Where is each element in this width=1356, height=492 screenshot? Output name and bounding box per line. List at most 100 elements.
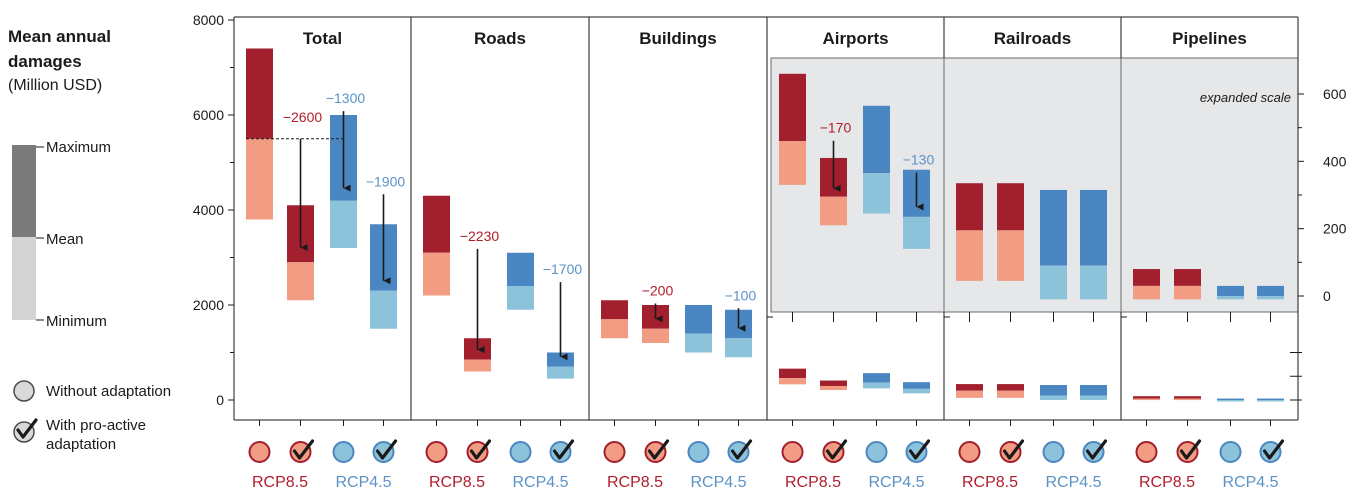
icon-circle (999, 441, 1022, 463)
check-circle-icon (905, 439, 931, 463)
open-circle-icon (13, 380, 35, 402)
bar-lower-segment-main-scale (1133, 398, 1160, 401)
icon-circle (1176, 441, 1199, 463)
bar-lower-segment-main-scale (820, 385, 847, 391)
bar-upper-segment (507, 252, 534, 286)
icon-circle (1259, 441, 1282, 463)
reduction-label: −1700 (543, 261, 583, 277)
bar-lower-segment-main-scale (1040, 395, 1067, 400)
bar-lower-segment (779, 141, 806, 185)
bar-lower-segment (1257, 296, 1284, 300)
scenario-label-rcp85: RCP8.5 (429, 474, 485, 491)
bar-upper-segment-main-scale (1174, 396, 1201, 399)
bar-lower-segment (1080, 265, 1107, 300)
panel-title: Airports (822, 29, 888, 48)
bar-upper-segment-main-scale (1080, 385, 1107, 396)
bar-lower-segment (903, 216, 930, 249)
icon-check (375, 439, 398, 460)
icon-check (469, 439, 492, 460)
bar-upper-segment-main-scale (820, 380, 847, 386)
reduction-label: −2600 (283, 109, 323, 125)
legend-with-label-line1: With pro-active (46, 417, 146, 434)
bar-lower-segment (997, 230, 1024, 281)
legend-mean-label: Mean (46, 231, 84, 248)
legend-title-line1: Mean annual (8, 27, 111, 46)
bar-upper-segment-main-scale (956, 384, 983, 391)
icon-circle (332, 441, 355, 463)
icon-circle (425, 441, 448, 463)
bar-lower-segment (956, 230, 983, 281)
open-circle-icon (509, 441, 532, 463)
icon-circle (905, 441, 928, 463)
icon-check (1179, 439, 1202, 460)
bar-upper-segment-main-scale (1040, 385, 1067, 396)
bar-lower-segment-main-scale (956, 390, 983, 398)
scenario-label-rcp45: RCP4.5 (512, 474, 568, 491)
scenario-label-rcp45: RCP4.5 (690, 474, 746, 491)
check-circle-icon (13, 418, 38, 443)
icon-check (292, 439, 315, 460)
bar-upper-segment (1217, 285, 1244, 296)
y-tick-label: 4000 (193, 202, 224, 218)
reduction-label: −130 (903, 152, 935, 168)
check-circle-icon (1082, 439, 1108, 463)
icon-check (908, 439, 931, 460)
bar-upper-segment (601, 300, 628, 320)
bar-lower-segment (1174, 285, 1201, 300)
bar-upper-segment-main-scale (903, 382, 930, 389)
bar-lower-segment-main-scale (779, 378, 806, 385)
icon-check (1262, 439, 1285, 460)
check-circle-icon (999, 439, 1025, 463)
bar-lower-segment (370, 290, 397, 329)
bar-upper-segment (1257, 285, 1284, 296)
panel-title: Total (303, 29, 342, 48)
open-circle-icon (603, 441, 626, 463)
y-tick-label: 2000 (193, 297, 224, 313)
icon-check (825, 439, 848, 460)
scenario-label-rcp85: RCP8.5 (1139, 474, 1195, 491)
icon-circle (549, 441, 572, 463)
bar-upper-segment-main-scale (779, 368, 806, 379)
bar-upper-segment-main-scale (1257, 398, 1284, 401)
bar-lower-segment (1217, 296, 1244, 300)
icon-circle (727, 441, 750, 463)
open-circle-icon (425, 441, 448, 463)
check-circle-icon (644, 439, 670, 463)
expanded-scale-label: expanded scale (1200, 90, 1291, 105)
open-circle-icon (332, 441, 355, 463)
bar-upper-segment (1040, 189, 1067, 266)
icon-circle (603, 441, 626, 463)
bar-upper-segment-main-scale (1217, 398, 1244, 401)
bar-upper-segment (863, 105, 890, 174)
open-circle-icon (958, 441, 981, 463)
bar-lower-segment (464, 359, 491, 372)
icon-circle (644, 441, 667, 463)
icon-circle (1219, 441, 1242, 463)
icon-circle (248, 441, 271, 463)
bar-upper-segment (779, 73, 806, 142)
legend-unit: (Million USD) (8, 77, 102, 94)
check-circle-icon (822, 439, 848, 463)
panel-title: Roads (474, 29, 526, 48)
reduction-label: −200 (642, 283, 674, 299)
icon-check (730, 439, 753, 460)
bar-lower-segment (246, 138, 273, 220)
icon-circle (958, 441, 981, 463)
scenario-label-rcp45: RCP4.5 (335, 474, 391, 491)
icon-check (647, 439, 670, 460)
legend-title-line2: damages (8, 52, 82, 71)
icon-circle (1135, 441, 1158, 463)
bar-lower-segment (1133, 285, 1160, 300)
bar-lower-segment-main-scale (1080, 395, 1107, 400)
check-circle-icon (466, 439, 492, 463)
bar-lower-segment (820, 196, 847, 226)
check-circle-icon (1176, 439, 1202, 463)
legend-min-swatch (12, 237, 36, 320)
y-tick-label: 8000 (193, 12, 224, 28)
y-tick-label: 6000 (193, 107, 224, 123)
legend-maximum-label: Maximum (46, 139, 111, 156)
reduction-label: −2230 (460, 228, 500, 244)
icon-circle (466, 441, 489, 463)
